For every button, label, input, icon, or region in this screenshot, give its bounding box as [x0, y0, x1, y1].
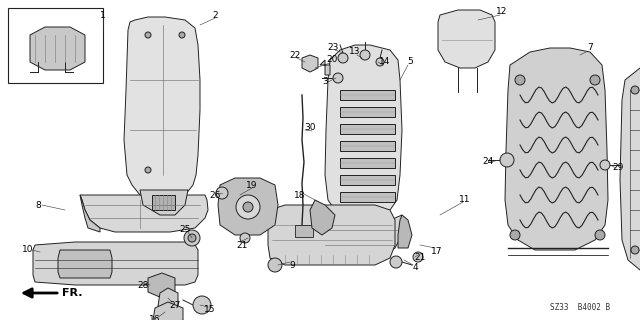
Circle shape [590, 75, 600, 85]
Polygon shape [218, 178, 278, 235]
Circle shape [240, 233, 250, 243]
Circle shape [216, 187, 228, 199]
Text: 27: 27 [170, 300, 180, 309]
Polygon shape [320, 215, 402, 258]
Polygon shape [320, 60, 330, 75]
Text: 12: 12 [496, 7, 508, 17]
Text: 7: 7 [587, 44, 593, 52]
Circle shape [360, 50, 370, 60]
Text: SZ33  B4002 B: SZ33 B4002 B [550, 303, 610, 312]
Text: 19: 19 [246, 180, 258, 189]
Polygon shape [340, 192, 395, 202]
Polygon shape [620, 65, 640, 273]
Text: 24: 24 [483, 157, 493, 166]
Text: 22: 22 [289, 51, 301, 60]
Text: 16: 16 [149, 316, 161, 320]
Text: 2: 2 [212, 11, 218, 20]
Polygon shape [80, 195, 208, 232]
Polygon shape [310, 200, 335, 235]
Polygon shape [153, 302, 183, 320]
Text: 25: 25 [179, 226, 191, 235]
Polygon shape [148, 273, 175, 298]
Polygon shape [33, 242, 198, 285]
Text: 8: 8 [35, 201, 41, 210]
Text: 15: 15 [204, 306, 216, 315]
Text: 9: 9 [289, 260, 295, 269]
Polygon shape [438, 10, 495, 68]
Circle shape [145, 167, 151, 173]
Polygon shape [340, 141, 395, 151]
Polygon shape [124, 17, 200, 200]
Circle shape [338, 53, 348, 63]
Text: 23: 23 [327, 43, 339, 52]
Text: 21: 21 [414, 253, 426, 262]
Bar [8, 8, 103, 83]
Circle shape [510, 230, 520, 240]
Text: FR.: FR. [62, 288, 83, 298]
Polygon shape [340, 124, 395, 134]
Text: 3: 3 [322, 77, 328, 86]
Circle shape [236, 195, 260, 219]
Polygon shape [505, 48, 608, 250]
Polygon shape [30, 27, 85, 70]
Circle shape [188, 234, 196, 242]
Text: 5: 5 [407, 58, 413, 67]
Circle shape [376, 58, 384, 66]
Text: 4: 4 [412, 263, 418, 273]
Circle shape [243, 202, 253, 212]
Circle shape [631, 86, 639, 94]
Circle shape [193, 296, 211, 314]
Bar [295, 225, 313, 237]
Text: 26: 26 [209, 190, 221, 199]
Text: 18: 18 [294, 190, 306, 199]
Polygon shape [340, 107, 395, 117]
Circle shape [268, 258, 282, 272]
Text: 14: 14 [380, 58, 390, 67]
Circle shape [631, 246, 639, 254]
Text: 29: 29 [612, 164, 624, 172]
Polygon shape [340, 158, 395, 168]
Polygon shape [268, 205, 395, 265]
Circle shape [333, 73, 343, 83]
Polygon shape [340, 90, 395, 100]
Polygon shape [152, 195, 175, 210]
Polygon shape [80, 195, 100, 232]
Circle shape [500, 153, 514, 167]
Text: 21: 21 [236, 241, 248, 250]
Circle shape [390, 256, 402, 268]
Circle shape [413, 252, 423, 262]
Polygon shape [302, 55, 318, 72]
Polygon shape [340, 175, 395, 185]
Polygon shape [58, 250, 112, 278]
Text: 10: 10 [22, 245, 34, 254]
Polygon shape [140, 190, 188, 215]
Text: 28: 28 [138, 281, 148, 290]
Circle shape [600, 160, 610, 170]
Polygon shape [158, 288, 178, 312]
Text: 11: 11 [460, 196, 471, 204]
Polygon shape [325, 45, 402, 215]
Circle shape [515, 75, 525, 85]
Circle shape [184, 230, 200, 246]
Circle shape [145, 32, 151, 38]
Text: 20: 20 [326, 55, 338, 65]
Circle shape [179, 32, 185, 38]
Text: 13: 13 [349, 47, 361, 57]
Circle shape [595, 230, 605, 240]
Text: 1: 1 [100, 11, 106, 20]
Text: 17: 17 [431, 247, 443, 257]
Text: 30: 30 [304, 124, 316, 132]
Polygon shape [398, 215, 412, 248]
